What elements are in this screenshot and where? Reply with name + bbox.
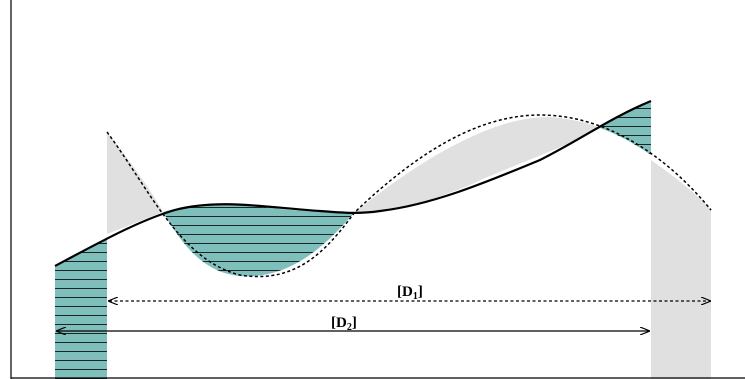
hatched-region-right	[600, 101, 651, 155]
d1-label: [D1]	[397, 284, 423, 302]
hatched-region-middle	[163, 204, 355, 277]
hatched-region-left	[55, 239, 107, 379]
grey-region-middle	[355, 117, 600, 212]
grey-region-right	[651, 160, 711, 379]
dashed-curve	[106, 114, 712, 278]
solid-curve	[54, 99, 652, 267]
d2-label: [D2]	[331, 315, 357, 333]
grey-region-left	[107, 132, 163, 234]
